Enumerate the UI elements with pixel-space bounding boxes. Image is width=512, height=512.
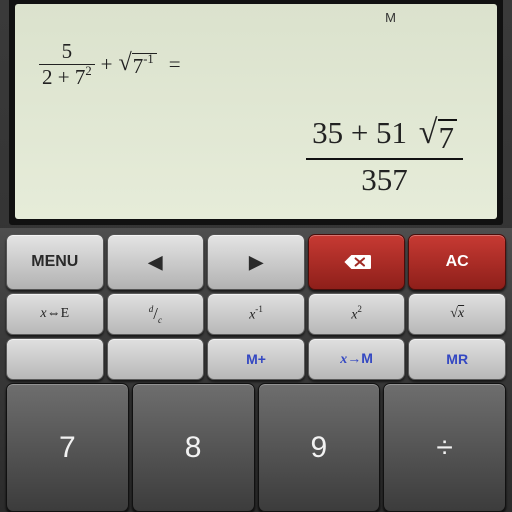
digit-8-button[interactable]: 8	[132, 383, 255, 512]
sqrt-label: √x	[450, 306, 464, 322]
blank-button-2[interactable]	[107, 338, 205, 380]
dc-label: d/c	[149, 304, 162, 325]
expr-fraction: 5 2 + 72	[39, 40, 95, 89]
result-num-a: 35 + 51	[312, 115, 407, 150]
menu-label: MENU	[31, 253, 78, 271]
digit-7-button[interactable]: 7	[6, 383, 129, 512]
display: M 5 2 + 72 + √ 7-1 =	[15, 4, 497, 219]
xinv-label: x-1	[249, 305, 263, 324]
radicand-exp: -1	[143, 52, 154, 66]
expr-plus: +	[101, 52, 113, 77]
reciprocal-button[interactable]: x-1	[207, 293, 305, 335]
xm-label: x→M	[340, 350, 373, 368]
x2-label: x2	[351, 305, 362, 324]
backspace-button[interactable]	[308, 234, 406, 290]
x-to-m-button[interactable]: x→M	[308, 338, 406, 380]
blank-button-1[interactable]	[6, 338, 104, 380]
expr-radical: √ 7-1	[118, 51, 156, 79]
digit-9-label: 9	[311, 431, 328, 465]
result: 35 + 51 √ 7 357	[306, 114, 463, 199]
divide-label: ÷	[436, 431, 452, 465]
radicand: 7-1	[132, 53, 157, 79]
digit-8-label: 8	[185, 431, 202, 465]
row-2: x⇔E d/c x-1 x2 √x	[6, 293, 506, 335]
keypad: MENU ◀ ▶ AC x⇔E d/c x-1 x2	[0, 228, 512, 512]
surd-icon: √	[419, 116, 438, 150]
row-4: 7 8 9 ÷	[6, 383, 506, 512]
fraction-button[interactable]: d/c	[107, 293, 205, 335]
backspace-icon	[343, 253, 371, 271]
surd-icon: √	[118, 51, 131, 75]
cursor-left-button[interactable]: ◀	[107, 234, 205, 290]
chevron-right-icon: ▶	[249, 252, 263, 273]
divide-button[interactable]: ÷	[383, 383, 506, 512]
expr-equals: =	[169, 52, 181, 77]
menu-button[interactable]: MENU	[6, 234, 104, 290]
cursor-right-button[interactable]: ▶	[207, 234, 305, 290]
fraction-bar	[306, 158, 463, 160]
result-fraction: 35 + 51 √ 7 357	[306, 114, 463, 199]
chevron-left-icon: ◀	[148, 252, 162, 273]
calculator: M 5 2 + 72 + √ 7-1 =	[0, 0, 512, 512]
x-e-toggle-button[interactable]: x⇔E	[6, 293, 104, 335]
den-base: 2 + 7	[42, 65, 85, 89]
row-3: M+ x→M MR	[6, 338, 506, 380]
digit-9-button[interactable]: 9	[258, 383, 381, 512]
result-radical: √ 7	[419, 116, 457, 155]
square-button[interactable]: x2	[308, 293, 406, 335]
result-den: 357	[355, 161, 414, 199]
radicand-base: 7	[133, 54, 144, 78]
ac-label: AC	[446, 253, 469, 271]
den-exp: 2	[85, 64, 91, 78]
mr-button[interactable]: MR	[408, 338, 506, 380]
m-plus-button[interactable]: M+	[207, 338, 305, 380]
display-frame: M 5 2 + 72 + √ 7-1 =	[9, 0, 503, 225]
sqrt-button[interactable]: √x	[408, 293, 506, 335]
result-num: 35 + 51 √ 7	[306, 114, 463, 157]
expression: 5 2 + 72 + √ 7-1 =	[39, 40, 181, 89]
row-1: MENU ◀ ▶ AC	[6, 234, 506, 290]
result-radicand: 7	[438, 119, 458, 155]
xe-label: x⇔E	[40, 306, 69, 322]
digit-7-label: 7	[59, 431, 76, 465]
expr-frac-den: 2 + 72	[39, 66, 95, 89]
memory-indicator: M	[385, 10, 397, 25]
mr-label: MR	[446, 351, 468, 367]
ac-button[interactable]: AC	[408, 234, 506, 290]
expr-frac-num: 5	[59, 40, 76, 63]
mplus-label: M+	[246, 351, 266, 367]
